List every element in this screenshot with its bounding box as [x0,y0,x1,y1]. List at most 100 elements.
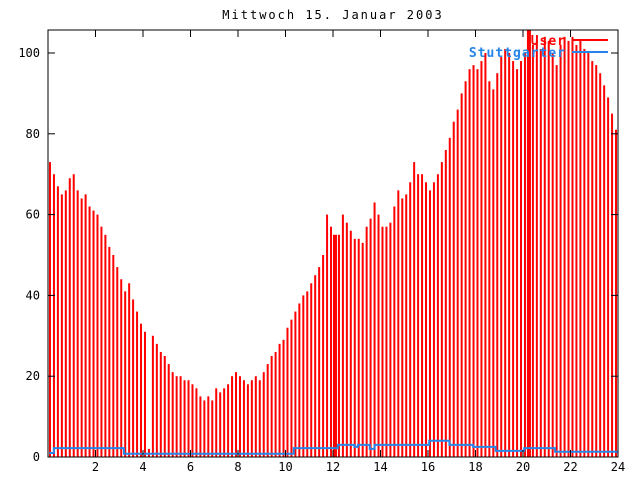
user-bar [607,97,610,457]
user-bar [278,343,281,457]
user-bar [599,73,602,457]
user-bar [535,40,538,457]
user-bar [377,214,380,457]
user-bar [526,30,531,457]
user-bar [591,61,594,457]
user-bar [353,238,356,457]
user-bar [516,69,519,457]
x-tick-label: 22 [563,460,577,474]
user-bar [100,226,103,457]
user-bar [215,388,218,457]
user-bar [167,364,170,457]
user-bar [258,380,261,457]
user-bar [64,190,67,458]
user-bar [432,182,435,457]
user-bar [341,214,344,457]
user-bar [413,162,416,457]
y-tick-label: 0 [33,450,40,464]
user-bar [231,376,234,457]
user-bar [282,339,285,457]
user-bar [357,238,360,457]
x-tick-label: 24 [611,460,625,474]
user-bar [211,400,214,457]
user-bar [595,65,598,458]
user-bar [314,275,317,457]
user-bar [361,242,364,457]
user-bar [116,267,119,457]
user-bar [508,53,511,457]
user-bar [385,226,388,457]
user-bar [227,384,230,457]
user-bar [175,376,178,457]
user-bar [326,214,329,457]
legend-label-stuttgarter: Stuttgarter [469,46,566,61]
x-tick-label: 16 [421,460,435,474]
y-tick-label: 60 [26,208,40,222]
user-bar [448,137,451,457]
user-bar [179,376,182,457]
user-bar [389,222,392,457]
user-bar [472,65,475,458]
user-bar [563,36,566,458]
x-tick-label: 10 [278,460,292,474]
user-bar [124,291,127,457]
chart-title: Mittwoch 15. Januar 2003 [222,8,443,22]
user-bar [425,182,428,457]
user-bar [191,384,194,457]
user-bar [143,331,146,457]
user-bar [159,351,162,457]
user-bar [96,214,99,457]
user-bar [132,299,135,457]
user-bar [345,222,348,457]
user-bar [575,44,578,458]
user-bar [373,202,376,457]
user-bar [512,61,515,457]
user-bar [274,351,277,457]
user-bar [539,48,542,458]
user-bar [555,65,558,458]
user-bar [322,255,325,457]
x-tick-label: 6 [187,460,194,474]
user-bar [579,40,582,457]
user-bar [140,323,143,457]
user-bar [302,295,305,457]
user-bar [468,69,471,457]
user-bar [492,89,495,458]
user-bar [520,61,523,457]
user-bar [332,234,337,457]
user-bar [543,36,546,458]
user-bar [183,380,186,457]
user-bar [120,279,123,457]
user-bar [266,364,269,457]
user-bar [421,174,424,457]
user-bar [531,44,534,458]
user-bar [254,376,257,457]
user-bar [171,372,174,457]
user-bar [92,210,95,457]
user-bar [571,36,574,458]
x-tick-label: 8 [234,460,241,474]
user-bar [349,230,352,457]
user-bar [250,380,253,457]
user-bar [504,48,507,458]
bars-layer [48,30,618,458]
user-bar [440,162,443,457]
x-tick-label: 4 [139,460,146,474]
x-tick-label: 2 [92,460,99,474]
y-tick-label: 20 [26,369,40,383]
user-bar [397,190,400,458]
user-bar [306,291,309,457]
user-bar [88,206,91,457]
user-bar [587,53,590,457]
user-bar [235,372,238,457]
user-bar [405,194,408,457]
user-bar [417,174,420,457]
user-bar [409,182,412,457]
user-bar [155,343,158,457]
user-bar [369,218,372,457]
user-bar [76,190,79,458]
user-bar [262,372,265,457]
user-bar [381,226,384,457]
user-bar [219,392,222,457]
